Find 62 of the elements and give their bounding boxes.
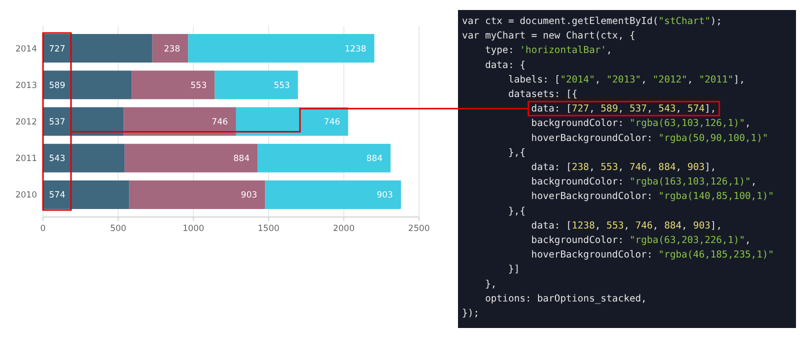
- x-tick-label: 2000: [332, 224, 355, 234]
- data-label: 727: [49, 44, 66, 54]
- bar: [152, 34, 188, 63]
- text: data: [1238, 553, 746, 884, 903],: [531, 220, 722, 232]
- data-label: 238: [164, 44, 180, 54]
- bar: [43, 144, 125, 172]
- x-tick-label: 2500: [408, 224, 430, 234]
- x-tick-label: 500: [110, 224, 126, 234]
- text: labels: ["2014", "2013", "2012", "2011"],: [508, 74, 746, 86]
- bar: [214, 70, 298, 100]
- bar: [258, 144, 391, 172]
- text: data: [727, 589, 537, 543, 574],: [531, 104, 716, 115]
- bar: [43, 34, 152, 63]
- text: hoverBackgroundColor: "rgba(140,85,100,1)": [462, 191, 774, 202]
- x-tick-label: 0: [40, 224, 46, 234]
- data-label: 589: [49, 80, 66, 91]
- bar: [124, 107, 236, 136]
- bar: [132, 70, 215, 100]
- text: },{: [462, 206, 526, 217]
- bar: [265, 180, 401, 209]
- data-label: 574: [49, 190, 66, 201]
- x-tick-label: 1000: [182, 224, 204, 234]
- text: },: [462, 278, 497, 290]
- bar: [129, 180, 266, 209]
- bar: [124, 144, 258, 172]
- x-tick-label: 1500: [258, 224, 280, 234]
- text: hoverBackgroundColor: "rgba(46,185,235,1)": [462, 250, 774, 261]
- y-tick-label: 2011: [15, 154, 37, 164]
- y-tick-label: 2013: [15, 80, 37, 91]
- data-label: 543: [49, 154, 66, 164]
- data-label: 884: [366, 154, 383, 164]
- text: options: barOptions_stacked,: [462, 293, 647, 304]
- data-label: 746: [212, 117, 228, 128]
- text: backgroundColor: "rgba(63,103,126,1)",: [462, 118, 751, 130]
- text: type: 'horizontalBar',: [462, 45, 612, 56]
- data-label: 903: [376, 190, 393, 201]
- text: hoverBackgroundColor: "rgba(50,90,100,1)": [462, 132, 768, 144]
- bar: [43, 180, 130, 209]
- text: },{: [462, 147, 526, 158]
- y-tick-label: 2010: [15, 190, 37, 201]
- text: datasets: [{: [462, 89, 578, 100]
- text: data: {: [462, 60, 526, 71]
- bar: [43, 70, 132, 100]
- data-label: 553: [190, 80, 207, 91]
- bar: [188, 34, 374, 63]
- data-label: 884: [233, 154, 250, 164]
- data-label: 537: [49, 117, 66, 128]
- data-label: 903: [240, 190, 258, 201]
- text: var myChart = new Chart(ctx, {: [462, 30, 636, 42]
- text: }]: [462, 264, 520, 276]
- text: backgroundColor: "rgba(63,203,226,1)",: [462, 235, 751, 246]
- text: data: [238, 553, 746, 884, 903],: [531, 162, 716, 173]
- data-label: 553: [274, 80, 290, 91]
- text: var ctx = document.getElementById("stChart");: [462, 16, 722, 27]
- bar: [43, 107, 124, 136]
- text: });: [462, 308, 480, 319]
- y-tick-label: 2012: [15, 117, 37, 128]
- text: backgroundColor: "rgba(163,103,126,1)",: [462, 176, 757, 188]
- bar: [236, 107, 348, 136]
- data-label: 1238: [344, 44, 366, 54]
- y-tick-label: 2014: [15, 44, 37, 54]
- data-label: 746: [324, 117, 340, 128]
